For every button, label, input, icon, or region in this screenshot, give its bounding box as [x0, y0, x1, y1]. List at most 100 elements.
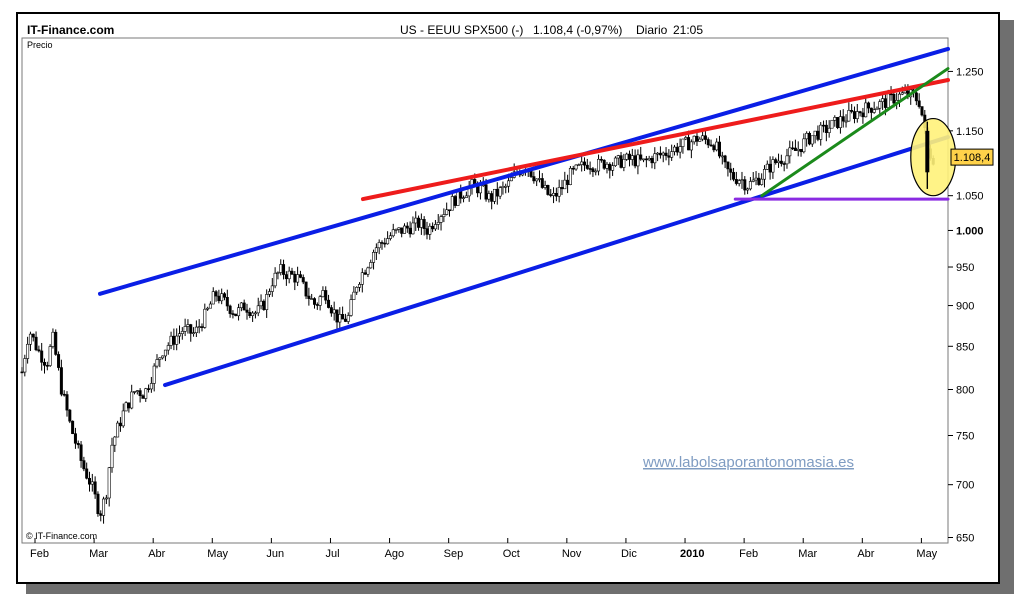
- x-tick-label: Dic: [621, 548, 637, 560]
- candle-body: [135, 390, 139, 392]
- candle-body: [681, 138, 685, 147]
- candle-body: [838, 116, 842, 128]
- candle-body: [116, 422, 120, 438]
- y-axis-label: Precio: [27, 40, 53, 50]
- candle-body: [248, 312, 252, 316]
- candle-body: [298, 274, 302, 278]
- candle-body: [312, 298, 316, 305]
- candle-body: [799, 148, 803, 153]
- candle-body: [217, 295, 221, 302]
- candle-body: [307, 295, 311, 299]
- candle-body: [138, 390, 142, 397]
- candle-body: [118, 422, 122, 427]
- candle-body: [636, 154, 640, 167]
- candle-body: [200, 326, 204, 328]
- x-tick-label: Jul: [325, 548, 339, 560]
- candle-body: [296, 274, 300, 283]
- candle-body: [141, 395, 145, 399]
- candle-body: [332, 309, 336, 314]
- candle-body: [833, 117, 837, 121]
- y-tick-label: 950: [956, 262, 974, 274]
- candle-body: [276, 272, 280, 274]
- candle-body: [678, 146, 682, 153]
- x-tick-label: Feb: [739, 548, 758, 560]
- candle-body: [318, 296, 322, 306]
- y-tick-label: 750: [956, 431, 974, 443]
- candle-body: [329, 307, 333, 314]
- candle-body: [433, 224, 437, 230]
- candle-body: [661, 152, 665, 156]
- candle-body: [861, 112, 865, 118]
- candle-body: [419, 219, 423, 228]
- candle-body: [827, 127, 831, 133]
- candle-body: [771, 159, 775, 173]
- candle-body: [850, 110, 854, 112]
- candle-body: [914, 92, 918, 102]
- candle-body: [602, 159, 606, 169]
- candle-body: [852, 111, 856, 119]
- candle-body: [388, 235, 392, 239]
- candle-body: [672, 146, 676, 152]
- candle-body: [841, 116, 845, 122]
- candle-body: [360, 272, 364, 285]
- candle-body: [791, 147, 795, 150]
- candle-body: [605, 163, 609, 169]
- candle-body: [51, 331, 55, 347]
- candle-body: [762, 169, 766, 180]
- candle-body: [436, 222, 440, 225]
- candle-body: [20, 371, 24, 374]
- candle-body: [630, 155, 634, 160]
- candle-body: [574, 164, 578, 170]
- candle-body: [180, 331, 184, 334]
- candle-body: [422, 219, 426, 229]
- candle-body: [622, 159, 626, 168]
- x-tick-label: 2010: [680, 548, 704, 560]
- header-quote: US - EEUU SPX500 (-) 1.108,4 (-0,97%) Di…: [400, 23, 703, 37]
- candle-body: [149, 383, 153, 390]
- candle-body: [144, 388, 148, 399]
- candle-body: [397, 227, 401, 230]
- candle-body: [279, 264, 283, 273]
- candle-body: [293, 273, 297, 283]
- candle-body: [155, 359, 159, 367]
- candle-body: [245, 309, 249, 313]
- candle-body: [571, 167, 575, 170]
- candle-body: [816, 130, 820, 140]
- candle-body: [169, 335, 173, 346]
- candle-body: [259, 300, 263, 307]
- candle-body: [883, 98, 887, 108]
- candle-body: [315, 304, 319, 306]
- candle-body: [754, 177, 758, 181]
- x-tick-label: Mar: [89, 548, 108, 560]
- candle-body: [737, 180, 741, 184]
- candle-body: [594, 170, 598, 173]
- candle-body: [242, 302, 246, 311]
- last-price-box: [950, 148, 994, 166]
- candle-body: [613, 157, 617, 166]
- candle-body: [844, 120, 848, 123]
- candle-body: [529, 170, 533, 177]
- candle-body: [768, 163, 772, 173]
- candle-body: [670, 151, 674, 158]
- candle-body: [208, 303, 212, 309]
- candle-body: [107, 467, 111, 499]
- candle-body: [644, 158, 648, 161]
- candle-body: [900, 92, 904, 95]
- candle-body: [445, 209, 449, 215]
- candle-body: [391, 229, 395, 237]
- candle-body: [717, 141, 721, 157]
- candle-body: [625, 153, 629, 160]
- candle-body: [819, 124, 823, 140]
- candle-body: [287, 270, 291, 280]
- candle-body: [864, 102, 868, 118]
- y-tick-label: 1.250: [956, 66, 984, 78]
- candle-body: [582, 161, 586, 166]
- watermark-link[interactable]: www.labolsaporantonomasia.es: [642, 454, 854, 471]
- candle-body: [774, 159, 778, 163]
- candle-body: [321, 290, 325, 298]
- candle-body: [76, 442, 80, 446]
- candle-body: [748, 181, 752, 190]
- candle-body: [807, 132, 811, 145]
- candle-body: [113, 436, 117, 446]
